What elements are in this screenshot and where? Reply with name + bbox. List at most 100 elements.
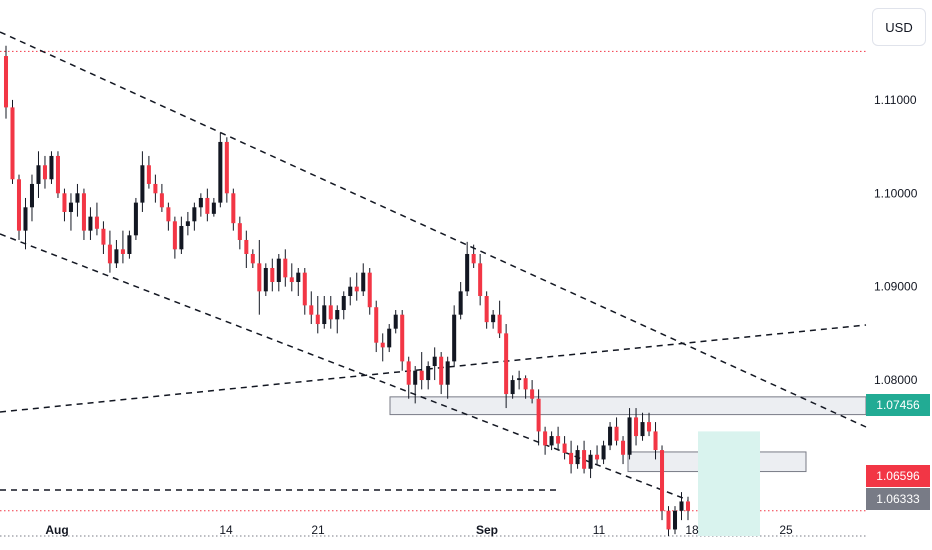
candle[interactable] [536, 389, 541, 446]
candle[interactable] [55, 151, 60, 198]
candle[interactable] [478, 253, 483, 306]
candle[interactable] [595, 445, 600, 465]
candle[interactable] [101, 221, 106, 254]
candle[interactable] [621, 436, 626, 465]
candle[interactable] [341, 291, 346, 320]
candle[interactable] [588, 450, 593, 479]
candle[interactable] [10, 99, 15, 184]
candle[interactable] [309, 291, 314, 325]
candle[interactable] [647, 412, 652, 437]
candle[interactable] [549, 431, 554, 451]
candle[interactable] [120, 230, 125, 264]
candle[interactable] [244, 230, 249, 268]
candle[interactable] [211, 197, 216, 217]
candle[interactable] [231, 188, 236, 231]
candle[interactable] [445, 356, 450, 399]
candle[interactable] [283, 249, 288, 287]
candle[interactable] [107, 230, 112, 273]
candle[interactable] [16, 174, 22, 240]
candle[interactable] [335, 305, 340, 334]
candle[interactable] [517, 370, 522, 390]
candle[interactable] [153, 174, 158, 203]
candle[interactable] [432, 347, 437, 381]
candle[interactable] [530, 380, 535, 404]
candle[interactable] [3, 45, 9, 119]
candle[interactable] [296, 267, 301, 297]
candle[interactable] [354, 272, 359, 301]
candle[interactable] [393, 310, 398, 334]
candle[interactable] [634, 408, 639, 446]
candle[interactable] [452, 305, 457, 367]
candle[interactable] [146, 155, 151, 189]
candle[interactable] [198, 193, 203, 217]
candle[interactable] [328, 296, 333, 329]
candle[interactable] [68, 193, 73, 231]
candle[interactable] [523, 375, 528, 399]
candle[interactable] [556, 426, 561, 451]
candle[interactable] [374, 300, 379, 353]
candle[interactable] [582, 440, 587, 474]
currency-button[interactable]: USD [872, 8, 926, 46]
candle[interactable] [62, 188, 67, 222]
candle[interactable] [166, 202, 171, 231]
candle[interactable] [439, 352, 444, 395]
candle[interactable] [133, 197, 138, 240]
candle[interactable] [491, 310, 496, 329]
candle[interactable] [42, 155, 47, 189]
candle[interactable] [257, 239, 262, 315]
candle[interactable] [367, 267, 372, 315]
candle[interactable] [471, 244, 476, 268]
candle[interactable] [75, 183, 80, 217]
candle[interactable] [205, 188, 210, 222]
target-zone[interactable] [698, 431, 760, 536]
candle[interactable] [679, 492, 684, 521]
candle[interactable] [218, 132, 223, 208]
candle[interactable] [484, 291, 489, 329]
candle[interactable] [426, 361, 431, 390]
candle[interactable] [36, 151, 41, 198]
time-axis[interactable]: Aug 14 21 Sep 11 18 25 [45, 523, 793, 537]
candle[interactable] [276, 253, 281, 292]
candle[interactable] [192, 202, 197, 231]
candle[interactable] [114, 239, 119, 268]
candle[interactable] [49, 151, 54, 184]
candle[interactable] [81, 188, 86, 240]
candle[interactable] [419, 352, 424, 390]
candle[interactable] [660, 445, 665, 521]
upper-channel-line[interactable] [0, 31, 867, 428]
candle[interactable] [562, 436, 567, 460]
candle[interactable] [465, 241, 470, 297]
candle[interactable] [458, 282, 463, 320]
candle[interactable] [140, 151, 145, 212]
candle[interactable] [348, 277, 353, 306]
candle[interactable] [497, 300, 502, 339]
candle[interactable] [263, 263, 268, 297]
candle[interactable] [322, 296, 327, 329]
candle[interactable] [361, 263, 366, 297]
rising-trendline[interactable] [0, 324, 867, 413]
candle[interactable] [627, 408, 632, 460]
candle[interactable] [653, 422, 658, 460]
candle[interactable] [672, 506, 678, 535]
candle[interactable] [185, 211, 190, 236]
candle[interactable] [127, 230, 132, 259]
candle[interactable] [237, 216, 242, 250]
candle[interactable] [250, 249, 255, 268]
candle[interactable] [640, 412, 645, 441]
candle[interactable] [88, 207, 93, 240]
candle[interactable] [159, 183, 164, 212]
candle[interactable] [406, 356, 411, 399]
candle[interactable] [601, 440, 606, 465]
candle[interactable] [413, 366, 418, 404]
candle[interactable] [172, 216, 177, 259]
candle[interactable] [302, 267, 307, 315]
lower-channel-line[interactable] [0, 233, 689, 501]
candle[interactable] [289, 263, 294, 292]
candle[interactable] [224, 137, 229, 203]
candle[interactable] [400, 310, 405, 371]
candle[interactable] [608, 422, 613, 451]
candle[interactable] [380, 333, 385, 362]
candle[interactable] [569, 440, 574, 474]
